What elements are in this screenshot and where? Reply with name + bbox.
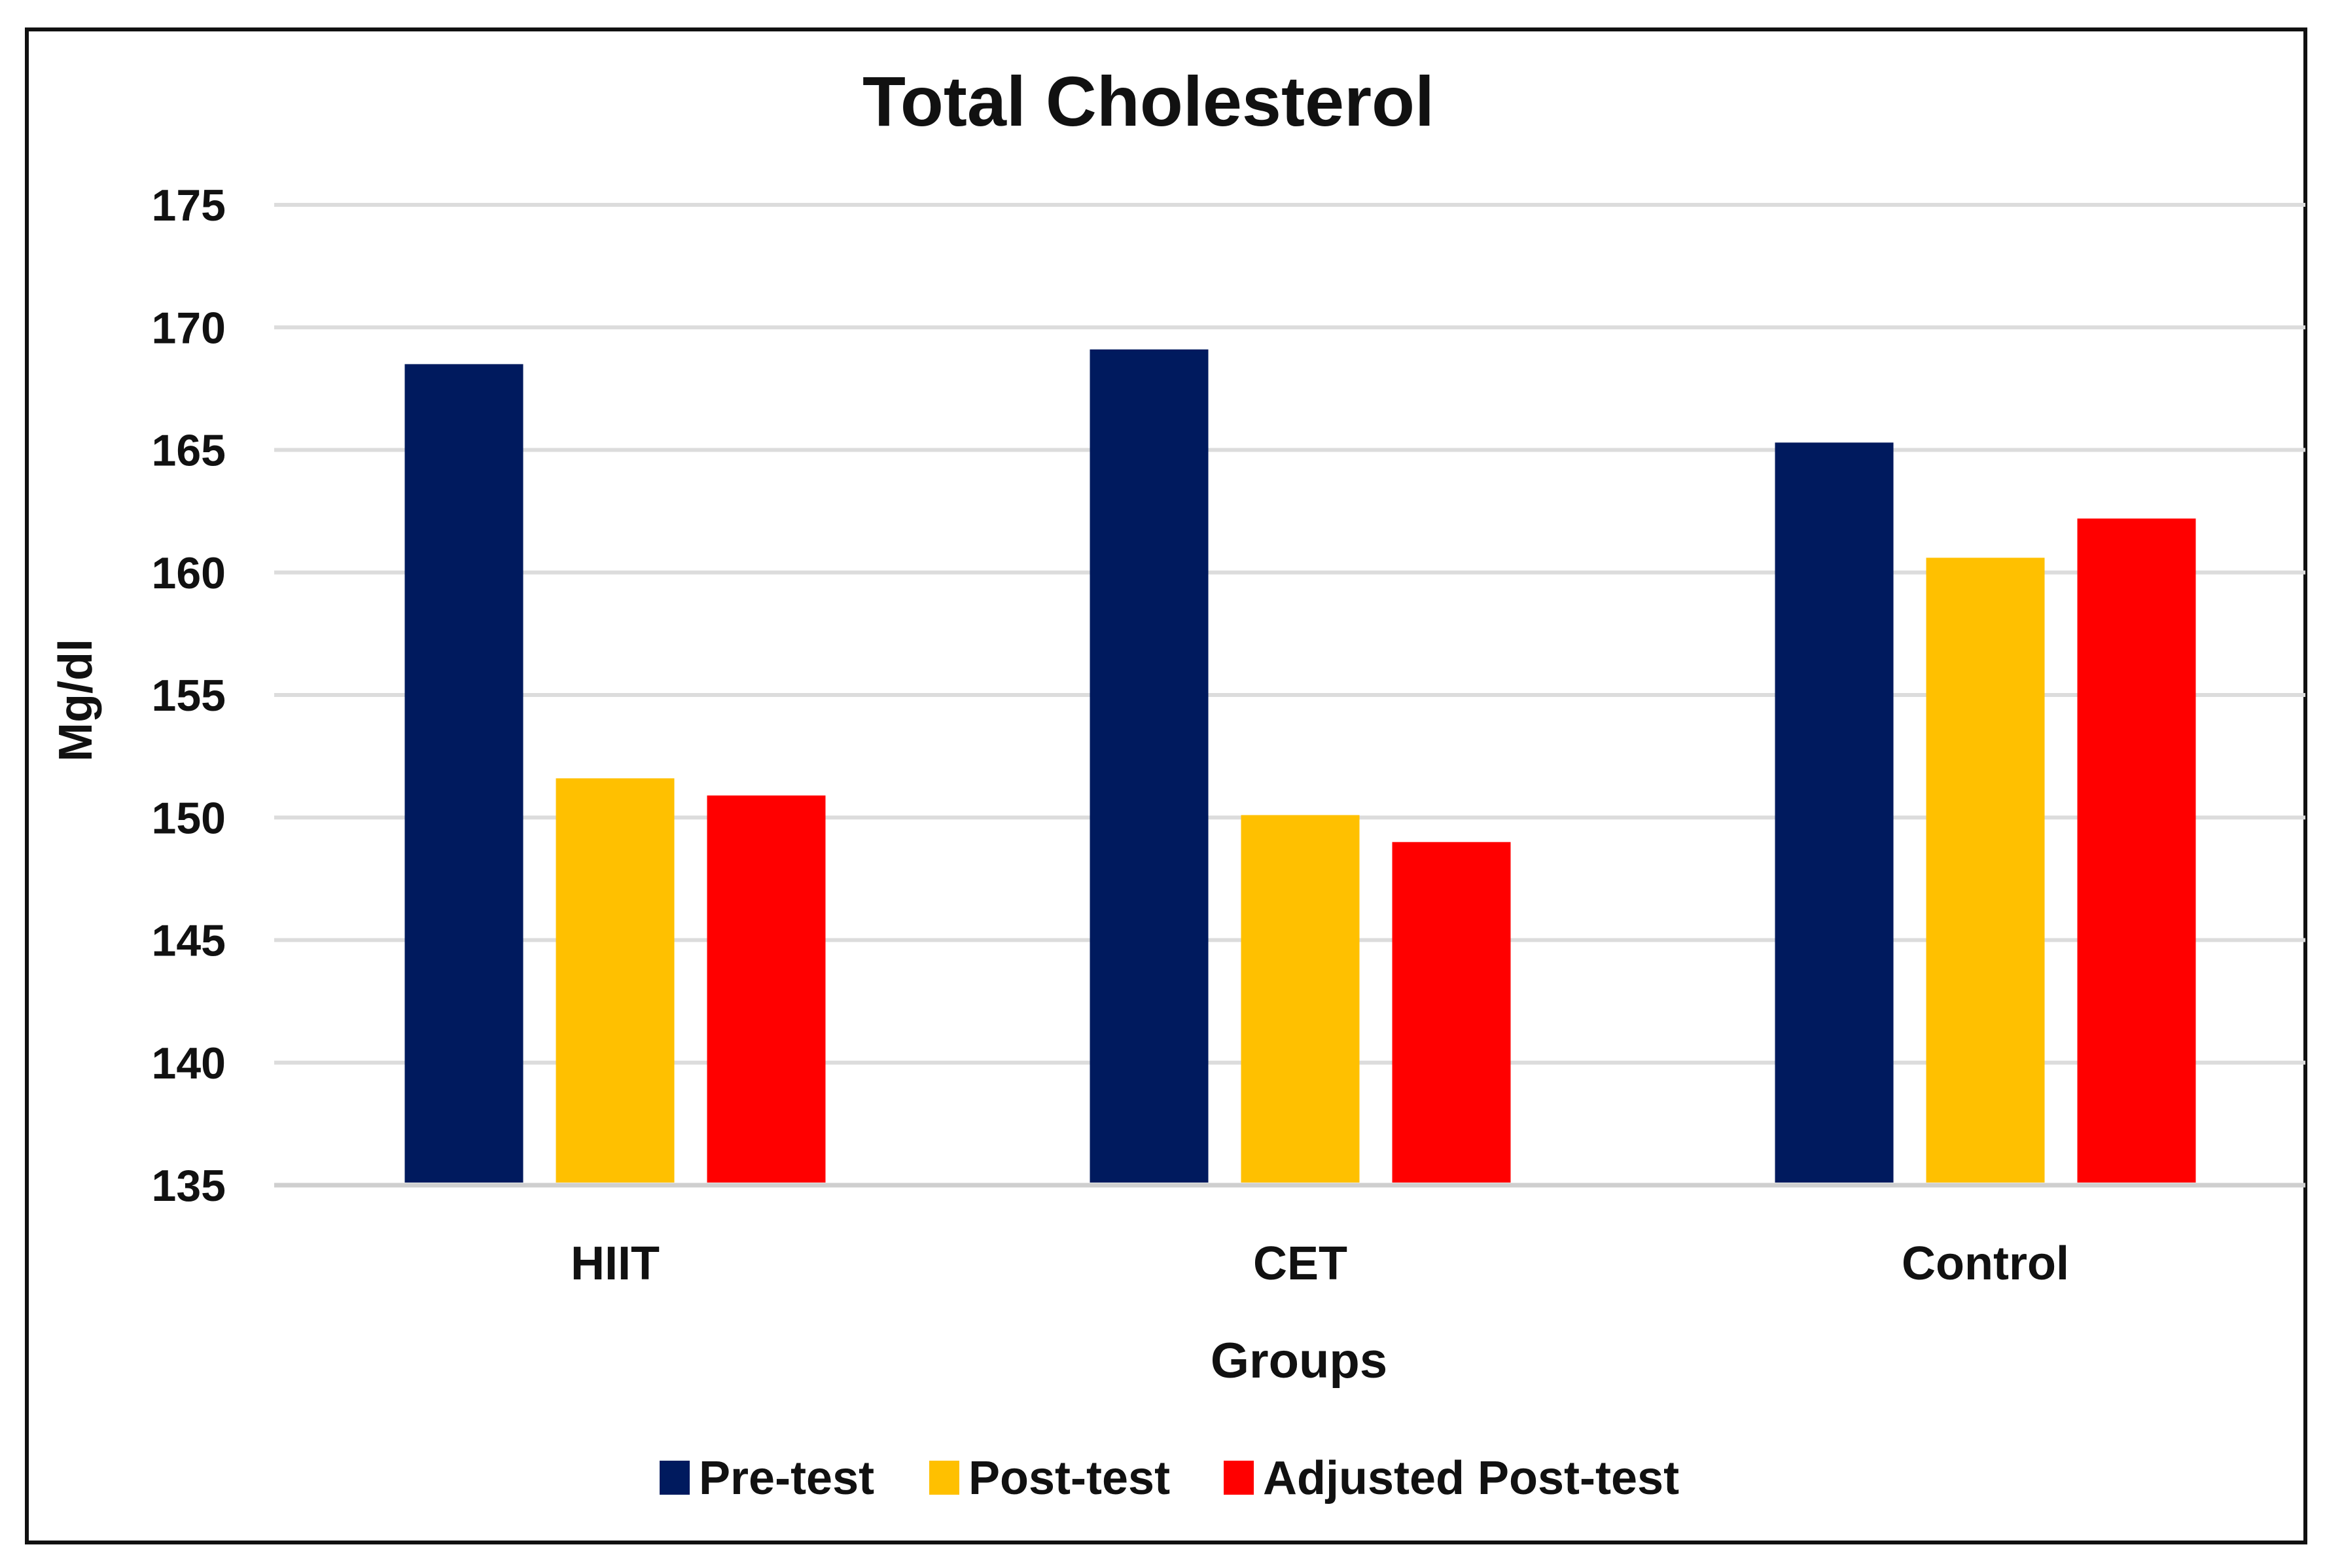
legend-swatch bbox=[1224, 1461, 1254, 1495]
legend-label: Pre-test bbox=[699, 1452, 874, 1505]
y-tick-label: 175 bbox=[152, 181, 226, 230]
y-tick-label: 145 bbox=[152, 916, 226, 966]
x-axis-label: Groups bbox=[1211, 1333, 1387, 1389]
bar-pre-test-hiit bbox=[404, 364, 524, 1183]
bar-post-test-control bbox=[1926, 558, 2045, 1183]
bar-post-test-cet bbox=[1241, 815, 1360, 1183]
legend-swatch bbox=[660, 1461, 690, 1495]
bars bbox=[404, 349, 2196, 1183]
legend: Pre-test Post-test Adjusted Post-test bbox=[660, 1452, 1679, 1505]
bar-pre-test-cet bbox=[1090, 349, 1209, 1183]
y-tick-label: 140 bbox=[152, 1039, 226, 1088]
x-tick-label: HIIT bbox=[571, 1238, 660, 1290]
bar-pre-test-control bbox=[1775, 442, 1894, 1183]
y-axis-label: Mg/dl bbox=[50, 639, 102, 762]
y-tick-label: 160 bbox=[152, 548, 226, 598]
y-tick-label: 170 bbox=[152, 303, 226, 353]
x-tick-label: Control bbox=[1902, 1238, 2069, 1290]
bar-post-test-hiit bbox=[556, 778, 675, 1183]
y-tick-label: 135 bbox=[152, 1161, 226, 1211]
legend-label: Post-test bbox=[968, 1452, 1170, 1505]
x-tick-label: CET bbox=[1253, 1238, 1347, 1290]
bar-adjusted-post-test-cet bbox=[1392, 842, 1511, 1183]
x-tick-labels: HIIT CET Control bbox=[571, 1238, 2069, 1290]
y-tick-label: 165 bbox=[152, 426, 226, 476]
chart-title: Total Cholesterol bbox=[862, 62, 1434, 141]
y-tick-label: 155 bbox=[152, 671, 226, 721]
legend-label: Adjusted Post-test bbox=[1263, 1452, 1679, 1505]
bar-adjusted-post-test-hiit bbox=[707, 795, 826, 1183]
legend-swatch bbox=[929, 1461, 959, 1495]
y-tick-labels: 135 140 145 150 155 160 165 170 175 bbox=[152, 181, 226, 1211]
bar-adjusted-post-test-control bbox=[2077, 518, 2196, 1183]
y-tick-label: 150 bbox=[152, 793, 226, 843]
